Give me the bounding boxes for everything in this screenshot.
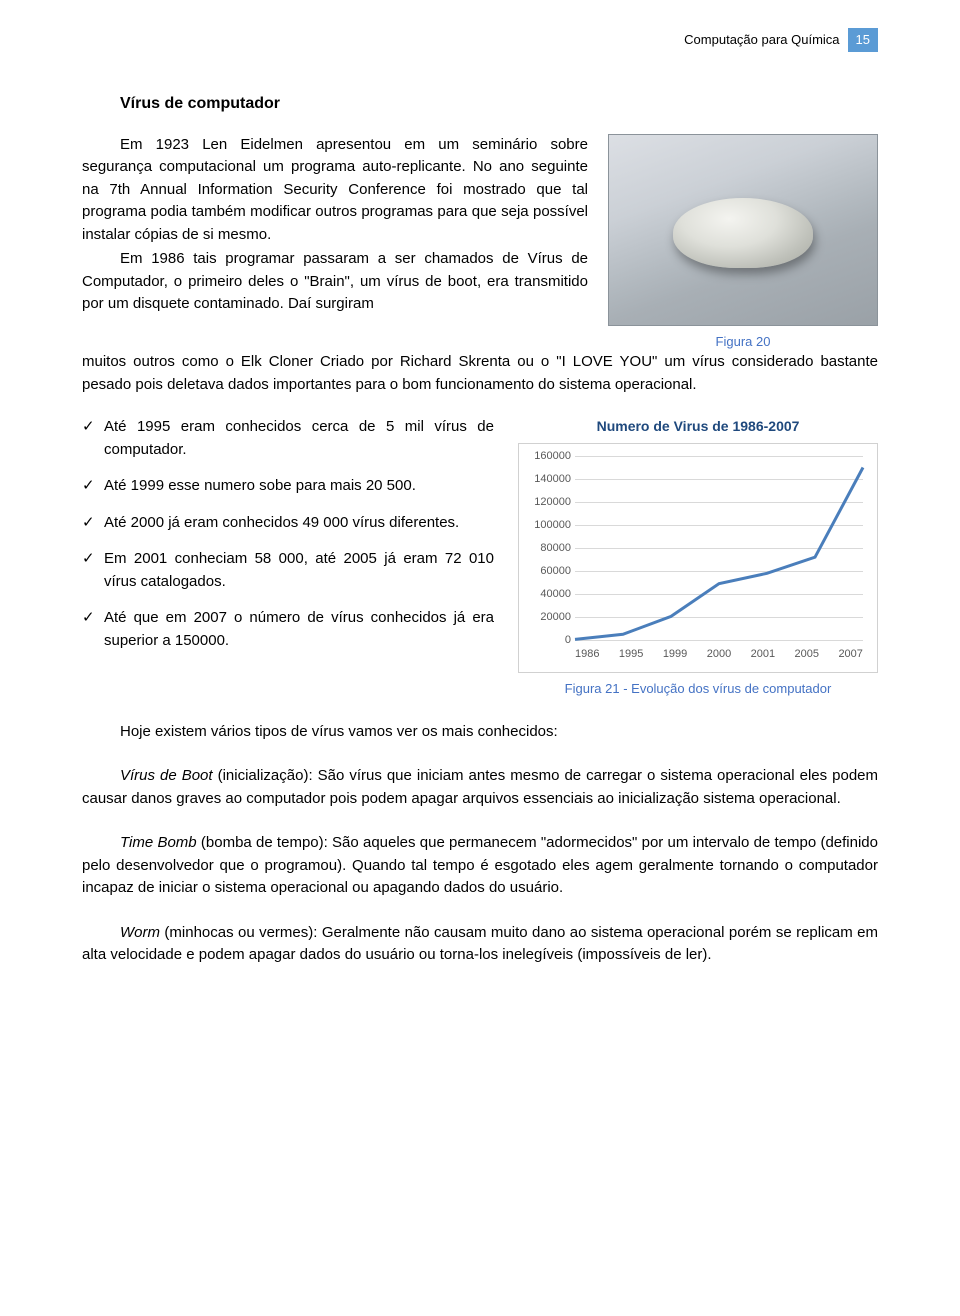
check-icon: ✓ xyxy=(82,548,104,569)
bullet-list: ✓ Até 1995 eram conhecidos cerca de 5 mi… xyxy=(82,416,494,699)
paragraph-3: Hoje existem vários tipos de vírus vamos… xyxy=(82,721,878,744)
bullet-text: Até 1999 esse numero sobe para mais 20 5… xyxy=(104,475,494,498)
list-item: ✓ Até 1999 esse numero sobe para mais 20… xyxy=(82,475,494,498)
paragraph-6: Worm (minhocas ou vermes): Geralmente nã… xyxy=(82,922,878,967)
figure-20-caption: Figura 20 xyxy=(608,332,878,352)
check-icon: ✓ xyxy=(82,416,104,437)
bullet-text: Em 2001 conheciam 58 000, até 2005 já er… xyxy=(104,548,494,593)
list-item: ✓ Em 2001 conheciam 58 000, até 2005 já … xyxy=(82,548,494,593)
list-item: ✓ Até 2000 já eram conhecidos 49 000 vír… xyxy=(82,512,494,535)
header-bar: Computação para Química 15 xyxy=(82,28,878,52)
virus-chart-column: Numero de Virus de 1986-2007 02000040000… xyxy=(518,416,878,699)
intro-text-column: Em 1923 Len Eidelmen apresentou em um se… xyxy=(82,134,588,352)
check-icon: ✓ xyxy=(82,475,104,496)
list-item: ✓ Até 1995 eram conhecidos cerca de 5 mi… xyxy=(82,416,494,461)
intro-row: Em 1923 Len Eidelmen apresentou em um se… xyxy=(82,134,878,352)
check-icon: ✓ xyxy=(82,512,104,533)
paragraph-6-rest: (minhocas ou vermes): Geralmente não cau… xyxy=(82,924,878,964)
paragraph-4: Vírus de Boot (inicialização): São vírus… xyxy=(82,765,878,810)
bullet-text: Até que em 2007 o número de vírus conhec… xyxy=(104,607,494,652)
paragraph-5-rest: (bomba de tempo): São aqueles que perman… xyxy=(82,834,878,896)
figure-20-column: Figura 20 xyxy=(608,134,878,352)
virus-type-lead: Time Bomb xyxy=(120,834,197,851)
figure-20-image xyxy=(608,134,878,326)
check-icon: ✓ xyxy=(82,607,104,628)
paragraph-5: Time Bomb (bomba de tempo): São aqueles … xyxy=(82,832,878,900)
virus-chart: 0200004000060000800001000001200001400001… xyxy=(518,443,878,673)
chart-title: Numero de Virus de 1986-2007 xyxy=(518,416,878,437)
section-title: Vírus de computador xyxy=(120,92,878,116)
list-item: ✓ Até que em 2007 o número de vírus conh… xyxy=(82,607,494,652)
paragraph-2: muitos outros como o Elk Cloner Criado p… xyxy=(82,351,878,396)
virus-type-lead: Worm xyxy=(120,924,160,941)
paragraph-1b: Em 1986 tais programar passaram a ser ch… xyxy=(82,248,588,316)
figure-21-caption: Figura 21 - Evolução dos vírus de comput… xyxy=(518,679,878,699)
virus-type-lead: Vírus de Boot xyxy=(120,767,213,784)
bullet-text: Até 2000 já eram conhecidos 49 000 vírus… xyxy=(104,512,494,535)
page-number-badge: 15 xyxy=(848,28,878,52)
paragraph-1: Em 1923 Len Eidelmen apresentou em um se… xyxy=(82,134,588,247)
stats-row: ✓ Até 1995 eram conhecidos cerca de 5 mi… xyxy=(82,416,878,699)
doc-title: Computação para Química xyxy=(684,30,839,50)
bullet-text: Até 1995 eram conhecidos cerca de 5 mil … xyxy=(104,416,494,461)
